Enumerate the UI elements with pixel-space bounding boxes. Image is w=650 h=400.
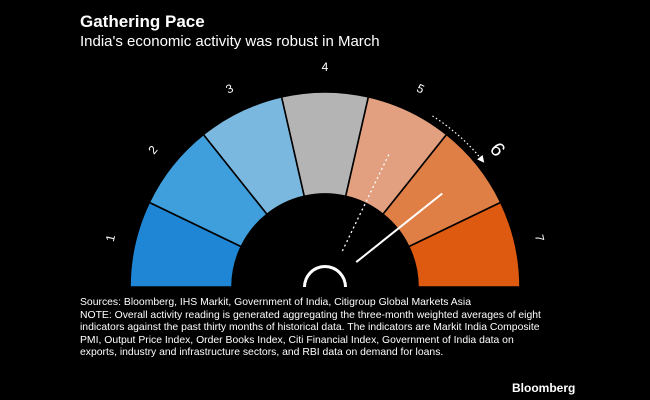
gauge-segment-7 <box>407 201 521 288</box>
needle-previous <box>341 151 391 252</box>
gauge-label-6: 6 <box>485 139 509 161</box>
gauge-label-4: 4 <box>322 60 329 74</box>
change-arrow-head <box>477 155 485 163</box>
chart-title: Gathering Pace <box>80 12 205 31</box>
chart-subtitle: India's economic activity was robust in … <box>80 33 380 50</box>
needle-pivot-inner <box>306 268 344 287</box>
gauge-chart: 1 2 3 4 5 6 7 <box>103 60 547 288</box>
bloomberg-logo: Bloomberg <box>512 381 576 395</box>
gauge-label-2: 2 <box>145 143 160 157</box>
gauge-label-1: 1 <box>103 233 118 243</box>
gauge-label-3: 3 <box>223 81 235 97</box>
sources-note: Sources: Bloomberg, IHS Markit, Governme… <box>80 297 541 359</box>
needle-current <box>355 192 443 263</box>
gauge-label-5: 5 <box>414 81 426 97</box>
gauge-label-7: 7 <box>532 233 547 243</box>
